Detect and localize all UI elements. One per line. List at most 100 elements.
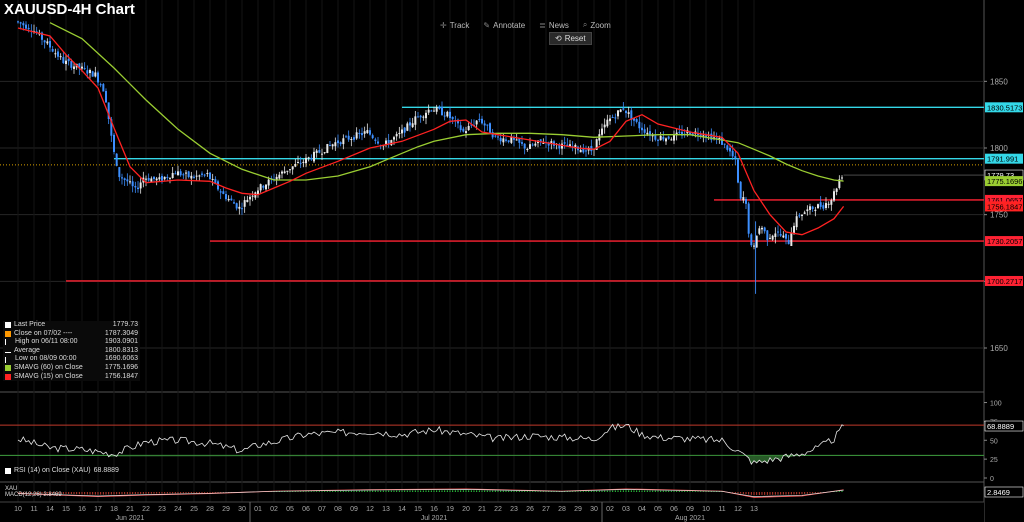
candle-body xyxy=(49,41,51,48)
sma60-line xyxy=(49,22,844,182)
candle-body xyxy=(393,137,395,140)
candle-body xyxy=(425,112,427,119)
day-tick-label: 05 xyxy=(654,506,662,513)
candle-body xyxy=(462,128,465,132)
candle-body xyxy=(417,116,419,118)
candle-body xyxy=(451,116,454,120)
legend-swatch xyxy=(5,339,12,346)
candle-body xyxy=(838,179,841,188)
candle-body xyxy=(283,171,286,174)
annotate-button[interactable]: ✎ Annotate xyxy=(480,19,528,31)
level-tag xyxy=(985,102,1023,113)
candle-body xyxy=(718,137,721,140)
candle-body xyxy=(51,48,54,52)
day-tick-label: 09 xyxy=(350,506,358,513)
legend-label: Low on 08/09 00:00 xyxy=(15,355,77,363)
candle-body xyxy=(822,205,825,209)
candle-body xyxy=(302,161,305,163)
candle-body xyxy=(369,130,371,135)
candle-body xyxy=(563,142,566,144)
candle-body xyxy=(177,171,179,176)
candle-body xyxy=(249,196,251,200)
level-tag xyxy=(985,153,1023,164)
candle-body xyxy=(217,181,219,190)
candle-body xyxy=(579,149,582,153)
candle-body xyxy=(214,179,217,183)
candle-body xyxy=(411,123,414,128)
candle-body xyxy=(734,156,737,159)
candle-body xyxy=(542,142,545,144)
candle-body xyxy=(102,84,105,92)
day-tick-label: 27 xyxy=(542,506,550,513)
candle-body xyxy=(675,132,678,136)
candle-body xyxy=(721,137,723,145)
candle-body xyxy=(278,174,281,179)
candle-body xyxy=(62,57,65,64)
candle-body xyxy=(169,177,171,179)
news-button[interactable]: ≣ News xyxy=(536,19,572,31)
day-tick-label: 21 xyxy=(126,506,134,513)
legend-row-last-price: Last Price 1779.73 xyxy=(3,321,140,330)
legend-swatch xyxy=(5,467,11,474)
day-tick-label: 08 xyxy=(334,506,342,513)
candle-body xyxy=(86,70,89,74)
annotate-label: Annotate xyxy=(493,20,526,30)
candle-body xyxy=(227,198,230,201)
day-tick-label: 15 xyxy=(414,506,422,513)
candle-body xyxy=(305,157,307,164)
candle-body xyxy=(819,202,822,207)
candle-body xyxy=(46,41,49,44)
zoom-label: Zoom xyxy=(590,20,611,30)
candle-body xyxy=(811,206,814,210)
candle-body xyxy=(337,140,339,144)
candle-body xyxy=(833,191,835,201)
candle-body xyxy=(43,40,46,43)
zoom-button[interactable]: ⌕ Zoom xyxy=(580,19,614,31)
candle-body xyxy=(17,21,19,23)
candle-body xyxy=(123,178,126,181)
day-tick-label: 29 xyxy=(574,506,582,513)
day-tick-label: 16 xyxy=(430,506,438,513)
candle-body xyxy=(353,137,355,140)
candle-body xyxy=(334,142,337,147)
candle-body xyxy=(790,233,793,246)
candle-body xyxy=(585,150,587,152)
candle-body xyxy=(763,227,766,232)
candle-body xyxy=(779,234,782,236)
candle-body xyxy=(99,84,102,86)
candle-body xyxy=(297,162,299,164)
legend-swatch xyxy=(5,352,11,354)
level-tag xyxy=(985,194,1023,205)
candle-body xyxy=(22,23,25,26)
candle-body xyxy=(246,199,249,203)
candle-body xyxy=(315,150,318,153)
candle-body xyxy=(441,106,443,116)
price-tick-label: 1650 xyxy=(990,344,1008,353)
day-tick-label: 12 xyxy=(734,506,742,513)
candle-body xyxy=(798,215,801,217)
candle-body xyxy=(161,175,163,181)
candle-body xyxy=(609,118,611,122)
day-tick-label: 17 xyxy=(94,506,102,513)
day-tick-label: 14 xyxy=(398,506,406,513)
candlestick-series xyxy=(17,20,843,294)
candle-body xyxy=(187,171,190,178)
legend-row-sma15: SMAVG (15) on Close 1756.1847 xyxy=(3,373,140,382)
macd-legend-label: MACD(12,26) xyxy=(5,492,42,498)
pencil-icon: ✎ xyxy=(483,20,491,30)
candle-body xyxy=(331,144,334,147)
legend-row-average: Average 1800.8313 xyxy=(3,347,140,356)
chart-toolbar: ✛ Track ✎ Annotate ≣ News ⌕ Zoom xyxy=(437,19,614,31)
candle-body xyxy=(574,144,577,149)
reset-button[interactable]: ⟲ Reset xyxy=(549,32,592,45)
grid-lines xyxy=(0,0,985,522)
candle-body xyxy=(534,143,537,146)
rsi-oversold-fill xyxy=(108,455,800,465)
candle-body xyxy=(129,181,131,183)
track-button[interactable]: ✛ Track xyxy=(437,19,472,31)
day-tick-label: 14 xyxy=(46,506,54,513)
candle-body xyxy=(513,137,515,140)
candle-body xyxy=(745,198,747,204)
candle-body xyxy=(94,72,97,77)
